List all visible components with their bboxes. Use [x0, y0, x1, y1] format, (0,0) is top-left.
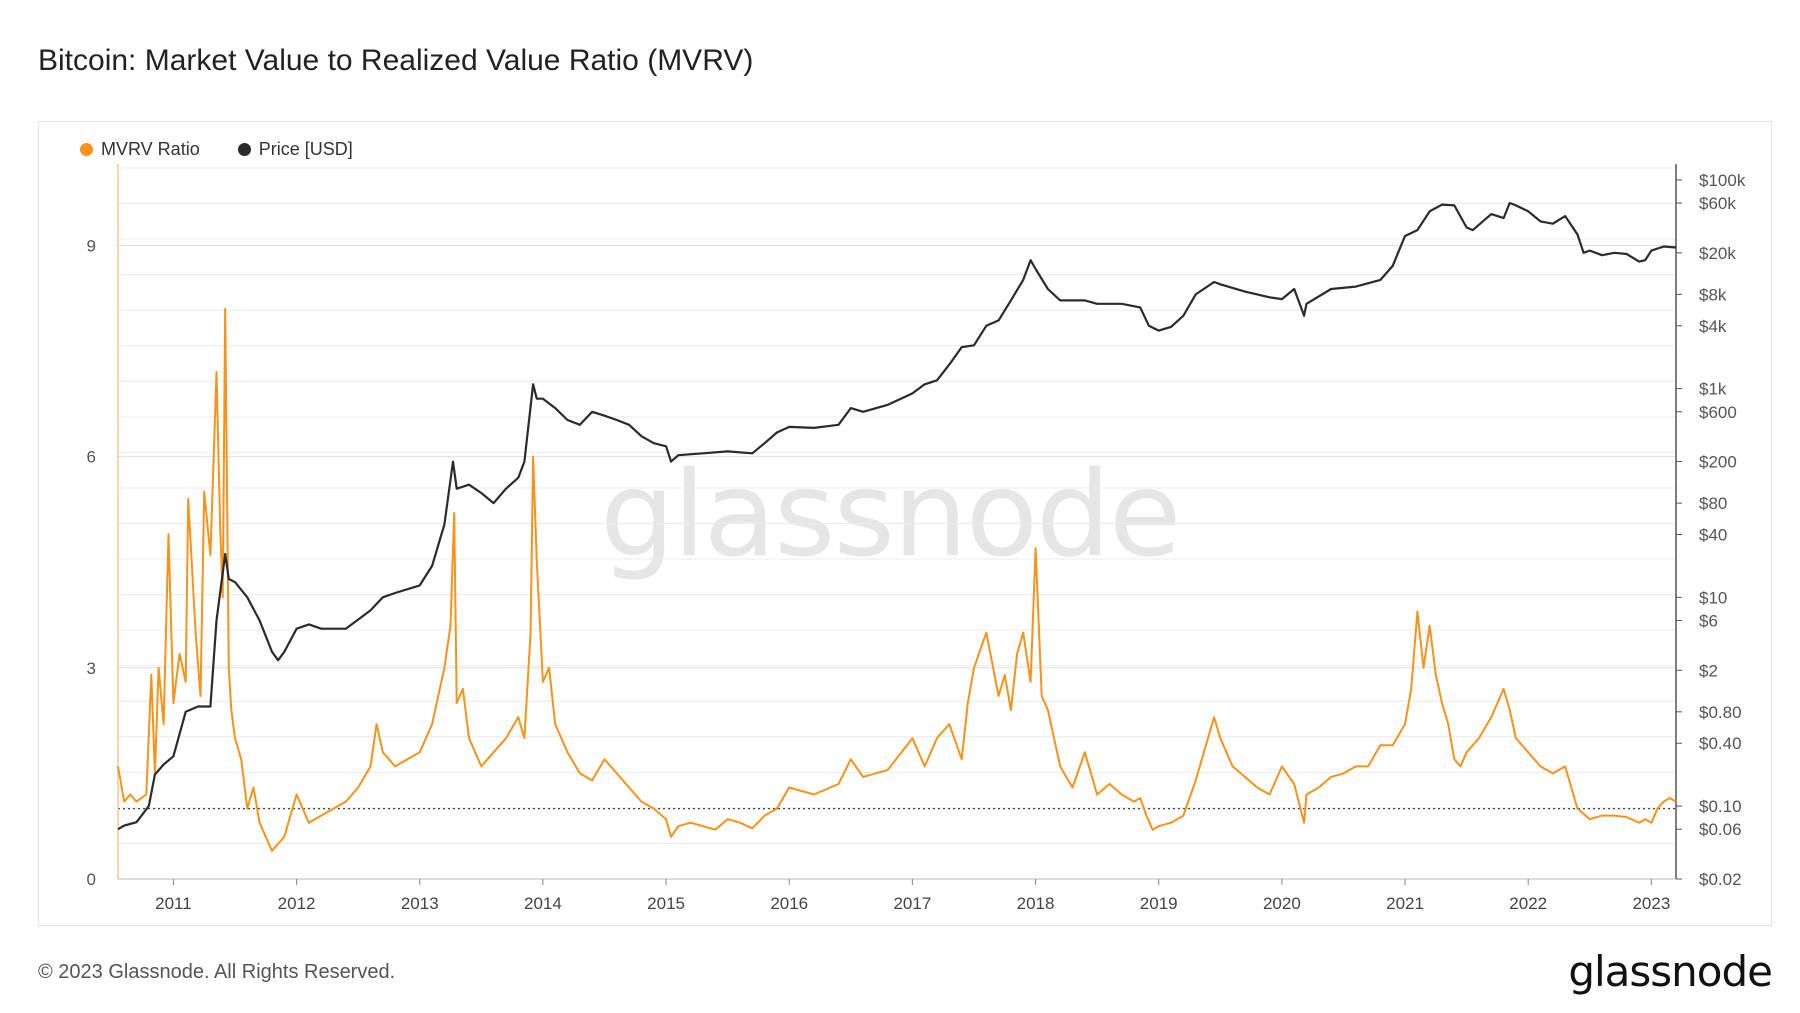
- y-right-tick-label: $0.40: [1699, 734, 1742, 753]
- glassnode-logo[interactable]: glassnode: [1568, 947, 1773, 996]
- y-right-tick-label: $20k: [1699, 244, 1736, 263]
- y-right-tick-label: $200: [1699, 453, 1737, 472]
- y-right-tick-label: $0.02: [1699, 870, 1742, 889]
- price-usd-line: [117, 201, 1677, 831]
- y-right-tick-label: $6: [1699, 611, 1718, 630]
- chart-legend: MVRV Ratio Price [USD]: [80, 139, 353, 160]
- y-right-tick-label: $0.06: [1699, 820, 1742, 839]
- y-right-tick-label: $2: [1699, 661, 1718, 680]
- x-tick-label: 2018: [1017, 894, 1055, 913]
- x-tick-label: 2014: [524, 894, 562, 913]
- x-tick-label: 2021: [1386, 894, 1424, 913]
- x-tick-label: 2015: [647, 894, 685, 913]
- mvrv-dot-icon: [80, 143, 93, 156]
- legend-label-price: Price [USD]: [258, 139, 353, 159]
- y-left-tick-label: 9: [87, 236, 96, 255]
- price-dot-icon: [237, 143, 251, 156]
- x-tick-label: 2012: [278, 894, 316, 913]
- y-right-tick-label: $80: [1699, 494, 1727, 513]
- copyright-footer: © 2023 Glassnode. All Rights Reserved.: [38, 961, 396, 983]
- watermark-logo: glassnode: [600, 445, 1181, 583]
- y-right-tick-label: $10: [1699, 588, 1727, 607]
- y-right-tick-label: $1k: [1699, 380, 1727, 399]
- y-right-tick-label: $100k: [1699, 171, 1746, 190]
- y-left-tick-label: 0: [87, 870, 96, 889]
- y-left-tick-label: 3: [87, 659, 96, 678]
- y-right-tick-label: $600: [1699, 403, 1737, 422]
- y-left-tick-label: 6: [87, 448, 96, 467]
- legend-label-mvrv: MVRV Ratio: [101, 139, 200, 159]
- y-right-tick-label: $40: [1699, 526, 1727, 545]
- y-right-tick-label: $0.80: [1699, 703, 1742, 722]
- x-tick-label: 2019: [1140, 894, 1178, 913]
- x-tick-label: 2016: [770, 894, 808, 913]
- legend-item-price[interactable]: Price [USD]: [237, 139, 353, 160]
- y-right-tick-label: $4k: [1699, 317, 1727, 336]
- x-tick-label: 2013: [401, 894, 439, 913]
- mvrv-ratio-line: [117, 307, 1677, 852]
- chart-title: Bitcoin: Market Value to Realized Value …: [38, 44, 754, 77]
- x-tick-label: 2017: [893, 894, 931, 913]
- legend-item-mvrv[interactable]: MVRV Ratio: [80, 139, 200, 160]
- x-tick-label: 2011: [155, 894, 192, 913]
- x-tick-label: 2022: [1509, 894, 1547, 913]
- x-tick-label: 2020: [1263, 894, 1301, 913]
- y-right-tick-label: $60k: [1699, 194, 1736, 213]
- y-right-tick-label: $0.10: [1699, 797, 1742, 816]
- x-tick-label: 2023: [1632, 894, 1670, 913]
- y-right-tick-label: $8k: [1699, 285, 1727, 304]
